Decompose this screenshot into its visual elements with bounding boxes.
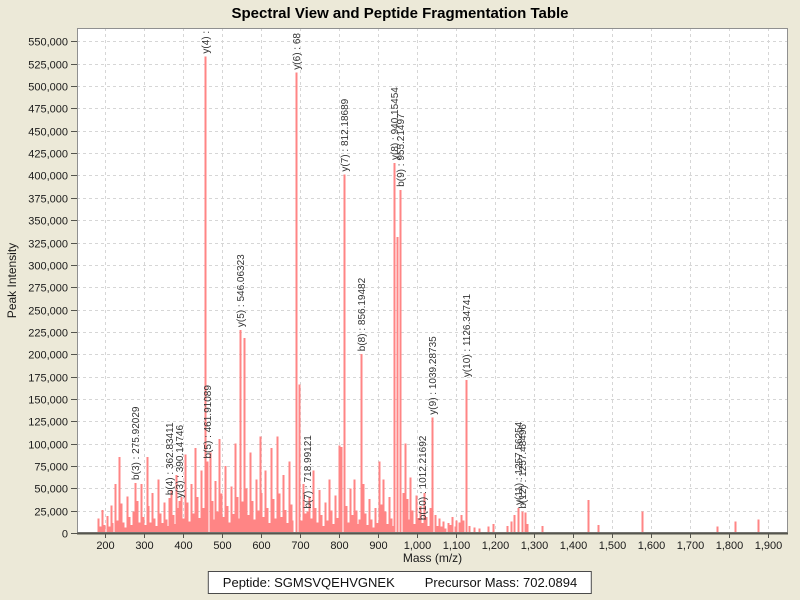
peak-label: b(8) : 856.19482 [357,277,368,351]
x-tick-label: 700 [291,540,309,552]
x-tick-label: 800 [330,540,348,552]
peak-label: y(4) : [201,31,212,54]
x-axis-title: Mass (m/z) [403,551,462,565]
x-tick-label: 300 [135,540,153,552]
y-tick-label: 25,000 [34,507,68,519]
y-tick-label: 525,000 [28,60,68,72]
x-tick-label: 500 [213,540,231,552]
y-tick-label: 325,000 [28,239,68,251]
y-axis-title: Peak Intensity [5,243,19,318]
x-tick-label: 1,300 [521,540,549,552]
y-tick-label: 125,000 [28,417,68,429]
y-tick-label: 225,000 [28,328,68,340]
precursor-mass: Precursor Mass: 702.0894 [424,575,578,590]
y-tick-label: 75,000 [34,462,68,474]
x-tick-label: 1,200 [482,540,510,552]
x-tick-label: 1,700 [677,540,705,552]
y-tick-label: 150,000 [28,395,68,407]
x-tick-label: 1,500 [599,540,627,552]
peptide-info-box: Peptide: SGMSVQEHVGNEK Precursor Mass: 70… [207,571,593,594]
peak-label: b(9) : 955.21497 [396,113,407,187]
y-tick-label: 300,000 [28,261,68,273]
x-tick-label: 1,100 [443,540,471,552]
peak-label: b(12) : 1257.48496 [518,424,529,509]
page-title: Spectral View and Peptide Fragmentation … [231,5,569,22]
x-tick-label: 1,600 [638,540,666,552]
peak-label: y(9) : 1039.28735 [428,336,439,415]
y-tick-label: 275,000 [28,283,68,295]
y-tick-label: 550,000 [28,37,68,49]
y-tick-label: 500,000 [28,82,68,94]
y-tick-label: 375,000 [28,194,68,206]
x-tick-label: 1,900 [755,540,783,552]
spectrum-plot[interactable]: b(3) : 275.92029 b(4) : 362.83411 y(3) : 3… [0,0,800,570]
peak-label: b(5) : 461.91089 [203,385,214,459]
peak-label: y(5) : 546.06323 [236,254,247,327]
x-tick-label: 1,800 [716,540,744,552]
y-tick-label: 450,000 [28,127,68,139]
y-tick-label: 250,000 [28,306,68,318]
x-tick-label: 900 [369,540,387,552]
x-tick-label: 400 [174,540,192,552]
y-tick-label: 0 [62,529,68,541]
y-tick-label: 475,000 [28,104,68,116]
x-tick-label: 1,000 [404,540,432,552]
spectral-view-chart: b(3) : 275.92029 b(4) : 362.83411 y(3) : 3… [0,0,800,570]
x-tick-label: 200 [96,540,114,552]
peak-label: y(7) : 812.18689 [340,98,351,171]
peak-label: b(3) : 275.92029 [131,406,142,480]
peak-label: y(3) : 390.14746 [175,425,186,498]
y-tick-label: 400,000 [28,171,68,183]
y-tick-label: 425,000 [28,149,68,161]
peak-label: b(4) : 362.83411 [165,422,176,495]
y-tick-label: 350,000 [28,216,68,228]
y-tick-label: 50,000 [34,484,68,496]
peak-label: y(11) : 1257.56254 [514,421,525,505]
peak-label: y(10) : 1126.34741 [462,294,473,378]
y-tick-label: 175,000 [28,373,68,385]
peaks-layer: b(3) : 275.92029 b(4) : 362.83411 y(3) : 3… [97,31,760,533]
peak-label: b(10) : 1012.21692 [418,435,429,520]
y-tick-label: 200,000 [28,350,68,362]
peptide-sequence: Peptide: SGMSVQEHVGNEK [222,575,395,590]
x-tick-label: 600 [252,540,270,552]
x-tick-label: 1,400 [560,540,588,552]
peak-label: y(8) : 940.15454 [390,87,401,160]
y-tick-label: 100,000 [28,440,68,452]
peak-label: b(7) : 718.99121 [303,435,314,509]
peak-label: y(6) : 68 [292,33,303,70]
